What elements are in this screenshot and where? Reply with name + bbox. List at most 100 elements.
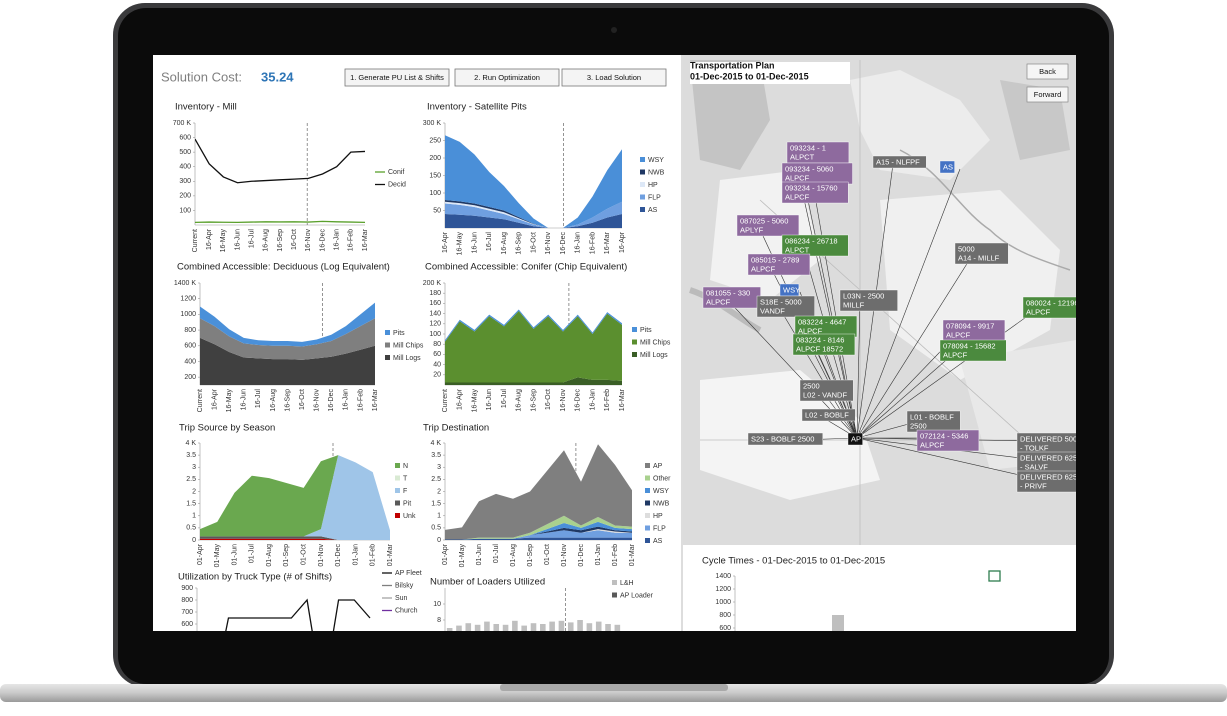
map-label-text[interactable]: 086234 - 26718 — [785, 236, 838, 245]
map-label-text[interactable]: 2500 — [803, 381, 820, 390]
legend-swatch — [640, 207, 645, 212]
map-label-box[interactable] — [747, 432, 824, 446]
map-label-box[interactable] — [1016, 470, 1083, 493]
map-label-text[interactable]: WSY — [783, 285, 800, 294]
map-label-text[interactable]: AS — [943, 162, 953, 171]
map-label-box[interactable] — [781, 234, 849, 257]
map-label-box[interactable] — [747, 253, 811, 276]
forward-button-label[interactable]: Forward — [1034, 90, 1062, 99]
bar — [521, 625, 527, 631]
map-label-box[interactable] — [801, 408, 856, 422]
map-label-text[interactable]: 085015 - 2789 — [751, 255, 799, 264]
map-label-box[interactable] — [781, 181, 849, 204]
map-label-text[interactable]: ALPCF — [751, 264, 776, 273]
x-tick-label: 16-Dec — [319, 229, 326, 252]
toolbar-button[interactable] — [454, 68, 560, 87]
map-label-text[interactable]: 078094 - 15682 — [943, 341, 996, 350]
map-label-box[interactable] — [939, 339, 1007, 362]
map-label-text[interactable]: S23 - BOBLF 2500 — [751, 434, 814, 443]
chart-title: Trip Source by Season — [179, 423, 275, 434]
map-label-text[interactable]: 087025 - 5060 — [740, 216, 788, 225]
x-tick-label: 16-Aug — [516, 389, 523, 412]
map-label-text[interactable]: DELIVERED 6250 — [1020, 472, 1081, 481]
plot-area — [200, 455, 390, 540]
map-label-box[interactable] — [847, 432, 863, 446]
map-label-text[interactable]: S18E - 5000 — [760, 297, 802, 306]
map-label-text[interactable]: 072124 - 5346 — [920, 431, 968, 440]
map-label-text[interactable]: 083224 - 8146 — [796, 335, 844, 344]
map-label-text[interactable]: VANDF — [760, 306, 785, 315]
map-label-text[interactable]: L03N - 2500 — [843, 291, 884, 300]
map-label-text[interactable]: ALPCF — [706, 297, 731, 306]
x-tick-label: 16-Apr — [206, 228, 213, 250]
toolbar-button-label[interactable]: 3. Load Solution — [587, 73, 641, 82]
back-button-label[interactable]: Back — [1039, 67, 1056, 76]
map-label-text[interactable]: 078094 - 9917 — [946, 321, 994, 330]
map-label-box[interactable] — [916, 429, 980, 452]
plot-area — [445, 309, 622, 385]
legend-label: NWB — [648, 169, 665, 176]
back-button[interactable] — [1026, 63, 1069, 80]
legend-swatch — [612, 580, 617, 585]
map-label-box[interactable] — [756, 295, 815, 318]
map-label-text[interactable]: 093234 - 1 — [790, 143, 826, 152]
map-label-text[interactable]: - TOLKF — [1020, 443, 1049, 452]
y-tick-label: 0 — [192, 537, 196, 544]
map-label-box[interactable] — [736, 214, 800, 237]
map-label-text[interactable]: - PRIVF — [1020, 481, 1047, 490]
flow-arrow — [856, 297, 861, 439]
camera — [611, 27, 617, 33]
map-label-text[interactable]: L02 - BOBLF — [805, 410, 849, 419]
area-series — [200, 455, 390, 540]
map-label-text[interactable]: 081055 - 330 — [706, 288, 750, 297]
map-label-text[interactable]: APLYF — [740, 225, 764, 234]
cycle-times-panel: Cycle Times - 01-Dec-2015 to 01-Dec-2015… — [702, 556, 1001, 631]
y-tick-label: 1.5 — [186, 500, 196, 507]
toolbar-button[interactable] — [344, 68, 450, 87]
map-label-text[interactable]: 080024 - 12196 — [1026, 298, 1079, 307]
map-label-text[interactable]: ALPCF — [946, 330, 971, 339]
map-label-text[interactable]: AP — [851, 434, 861, 443]
map-label-box[interactable] — [1022, 296, 1089, 319]
map-label-text[interactable]: ALPCF — [920, 440, 945, 449]
x-tick-label: 16-Nov — [314, 389, 321, 412]
select-icon[interactable] — [988, 570, 1001, 582]
map-label-text[interactable]: A15 - NLFPF — [876, 157, 920, 166]
map-label-text[interactable]: DELIVERED 5000 — [1020, 434, 1081, 443]
map-label-text[interactable]: 093234 - 5060 — [785, 164, 833, 173]
map-label-text[interactable]: ALPCF — [785, 192, 810, 201]
y-tick-label: 1200 — [180, 296, 196, 303]
base-notch — [500, 684, 728, 691]
map-label-text[interactable]: ALPCT — [790, 152, 815, 161]
toolbar-button-label[interactable]: 1. Generate PU List & Shifts — [350, 73, 444, 82]
map-label-text[interactable]: ALPCT — [785, 245, 810, 254]
map-label-box[interactable] — [799, 379, 854, 402]
map-label-box[interactable] — [792, 333, 856, 356]
map-label-box[interactable] — [939, 160, 955, 174]
map-label-text[interactable]: ALPCF — [943, 350, 968, 359]
map-label-box[interactable] — [872, 155, 927, 169]
legend-swatch — [395, 475, 400, 481]
map-label-text[interactable]: L01 - BOBLF — [910, 412, 954, 421]
forward-button[interactable] — [1026, 86, 1069, 103]
map-label-text[interactable]: MILLF — [843, 300, 865, 309]
map-label-text[interactable]: ALPCF — [1026, 307, 1051, 316]
chart-title: Trip Destination — [423, 423, 489, 434]
map-label-text[interactable]: ALPCF — [798, 326, 823, 335]
legend-label: Mill Logs — [393, 355, 421, 362]
map-label-text[interactable]: 5000 — [958, 244, 975, 253]
map-label-text[interactable]: L02 - VANDF — [803, 390, 847, 399]
map-label-text[interactable]: ALPCF — [785, 173, 810, 182]
map-label-box[interactable] — [954, 242, 1009, 265]
map-label-text[interactable]: 083224 - 4647 — [798, 317, 846, 326]
map-label-text[interactable]: ALPCF 18572 — [796, 344, 843, 353]
map-label-text[interactable]: DELIVERED 6250 — [1020, 453, 1081, 462]
map-label-text[interactable]: 093234 - 15760 — [785, 183, 838, 192]
map-label-box[interactable] — [839, 289, 898, 312]
map-label-text[interactable]: A14 - MILLF — [958, 253, 1000, 262]
map-label-text[interactable]: 2500 — [910, 421, 927, 430]
map-label-text[interactable]: - SALVF — [1020, 462, 1048, 471]
toolbar-button[interactable] — [561, 68, 667, 87]
area-series — [200, 536, 390, 540]
toolbar-button-label[interactable]: 2. Run Optimization — [474, 73, 540, 82]
